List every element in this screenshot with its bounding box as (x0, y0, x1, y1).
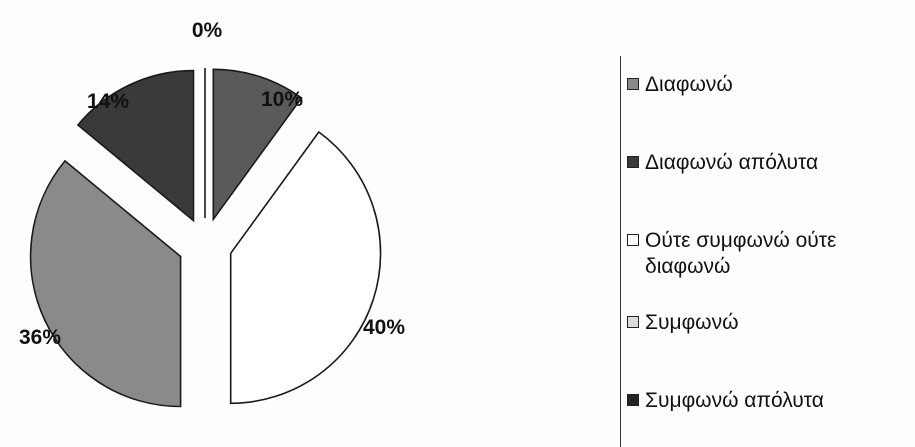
legend-item-diafono: Διαφωνώ (627, 72, 895, 98)
pie-slice-diafono (212, 68, 303, 222)
legend-swatch-symfono-apolyta (627, 394, 639, 406)
legend-item-symfono: Συμφωνώ (627, 310, 895, 336)
pie-data-labels: 10% 40% 36% 14% 0% (19, 19, 405, 349)
legend-label-symfono: Συμφωνώ (645, 311, 739, 334)
data-label-symfono: 36% (19, 326, 61, 349)
legend-item-oute: Ούτε συμφωνώ ούτε διαφωνώ (627, 228, 895, 280)
legend-swatch-diafono (627, 78, 639, 90)
pie-plot-area: 10% 40% 36% 14% 0% (19, 19, 405, 408)
pie-slices (29, 68, 382, 408)
legend-swatch-diafono-apolyta (627, 156, 639, 168)
legend-swatch-oute (627, 234, 639, 246)
pie-slice-oute-symfono-oute-diafono (229, 130, 382, 405)
legend-item-diafono-apolyta: Διαφωνώ απόλυτα (627, 150, 895, 176)
legend-label-diafono: Διαφωνώ (645, 73, 733, 96)
legend: Διαφωνώ Διαφωνώ απόλυτα Ούτε συμφωνώ ούτ… (620, 56, 915, 447)
legend-swatch-symfono (627, 316, 639, 328)
legend-label-oute: Ούτε συμφωνώ ούτε διαφωνώ (645, 229, 837, 278)
pie-slice-diafono-apolyta (76, 69, 195, 223)
data-label-symfono-apolyta: 0% (192, 19, 223, 42)
data-label-diafono: 10% (261, 88, 303, 111)
pie-slice-symfono (29, 159, 182, 408)
data-label-oute-symfono-oute-diafono: 40% (363, 316, 405, 339)
legend-label-diafono-apolyta: Διαφωνώ απόλυτα (645, 151, 819, 174)
legend-label-symfono-apolyta: Συμφωνώ απόλυτα (645, 389, 824, 412)
legend-item-symfono-apolyta: Συμφωνώ απόλυτα (627, 388, 895, 414)
data-label-diafono-apolyta: 14% (87, 90, 129, 113)
